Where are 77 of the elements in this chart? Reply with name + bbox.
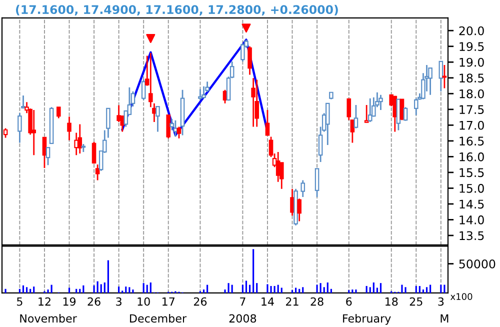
candlestick	[368, 98, 372, 123]
candlestick	[364, 104, 369, 124]
candlestick	[67, 116, 72, 141]
candlestick	[300, 180, 306, 198]
candlestick	[297, 198, 302, 222]
x2-tick-label: November	[20, 314, 77, 323]
y-tick-label: 16.5	[460, 136, 484, 146]
x-tick-label: 18	[386, 297, 398, 306]
candlestick	[414, 98, 418, 116]
candlestick	[3, 128, 8, 138]
y-tick-label: 19.0	[460, 58, 484, 67]
x-tick-label: 3	[116, 297, 122, 306]
candlestick	[251, 77, 256, 128]
x2-tick-label: February	[343, 314, 391, 325]
candlestick	[354, 104, 358, 129]
candlestick	[198, 88, 202, 101]
candlestick	[116, 104, 121, 123]
candlestick	[438, 60, 444, 92]
candlestick	[32, 109, 36, 156]
x-tick-label: 5	[17, 298, 22, 306]
x-tick-label: 7	[240, 298, 246, 306]
chart-title: (17.1600, 17.4900, 17.1600, 17.2800, +0.26000)	[16, 4, 338, 16]
candlestick	[21, 94, 26, 110]
candlestick	[56, 106, 61, 119]
x-tick-label: 6	[346, 297, 352, 306]
x-tick-label: 25	[410, 297, 422, 306]
candlestick	[442, 64, 447, 89]
candlestick	[166, 114, 171, 140]
y-tick-label: 18.5	[460, 74, 484, 83]
y-tick-label: 17.5	[460, 105, 484, 114]
x-tick-label: 26	[88, 297, 100, 306]
candlestick	[378, 94, 383, 111]
y-tick-label: 13.5	[460, 231, 484, 240]
y-tick-label: 18.0	[460, 89, 484, 98]
x-tick-label: 17	[162, 298, 174, 306]
candlestick	[314, 168, 320, 198]
y-tick-label: 20.0	[459, 26, 484, 36]
candlestick	[46, 146, 50, 166]
candlestick	[202, 86, 206, 100]
x-tick-label: 26	[194, 297, 207, 306]
x-tick-label: 14	[262, 298, 274, 306]
candlestick	[18, 112, 22, 144]
candlestick	[403, 106, 408, 122]
y-tick-label: 14.5	[460, 200, 484, 209]
y-tick-label: 15.0	[460, 184, 484, 193]
candlestick	[95, 164, 100, 182]
x-tick-label: 3	[438, 297, 444, 306]
y-tick-label: 17.0	[460, 120, 484, 130]
x-tick-label: 12	[38, 297, 50, 306]
y-tick-label: 50000	[459, 259, 496, 268]
x-tick-label: 19	[63, 297, 76, 306]
x2-tick-label: 2008	[229, 314, 256, 323]
x-tick-label: 28	[310, 297, 324, 306]
x2-tick-label: December	[130, 314, 187, 323]
y-tick-label: 15.5	[460, 168, 484, 178]
y-tick-label: 14.0	[460, 215, 484, 224]
candlestick	[141, 79, 146, 101]
candlestick	[176, 126, 182, 140]
candlestick	[148, 52, 153, 108]
candlestick	[106, 108, 110, 138]
candlestick	[326, 102, 330, 146]
x2-tick-label: M	[440, 314, 448, 322]
y-tick-label: 19.5	[460, 42, 484, 52]
candlestick	[428, 67, 432, 96]
candlestick	[254, 79, 260, 128]
x-tick-label: 21	[286, 297, 298, 306]
candlestick	[78, 124, 82, 154]
candlestick	[173, 120, 178, 138]
candlestick	[240, 42, 245, 62]
candlestick	[265, 109, 270, 136]
x-tick-label: 10	[138, 297, 150, 306]
candlestick	[156, 106, 160, 132]
y-axis-title: x100	[450, 293, 472, 300]
y-tick-label: 16.0	[460, 152, 484, 162]
candlestick	[92, 141, 96, 164]
candlestick	[248, 46, 252, 76]
line-series	[121, 38, 269, 136]
